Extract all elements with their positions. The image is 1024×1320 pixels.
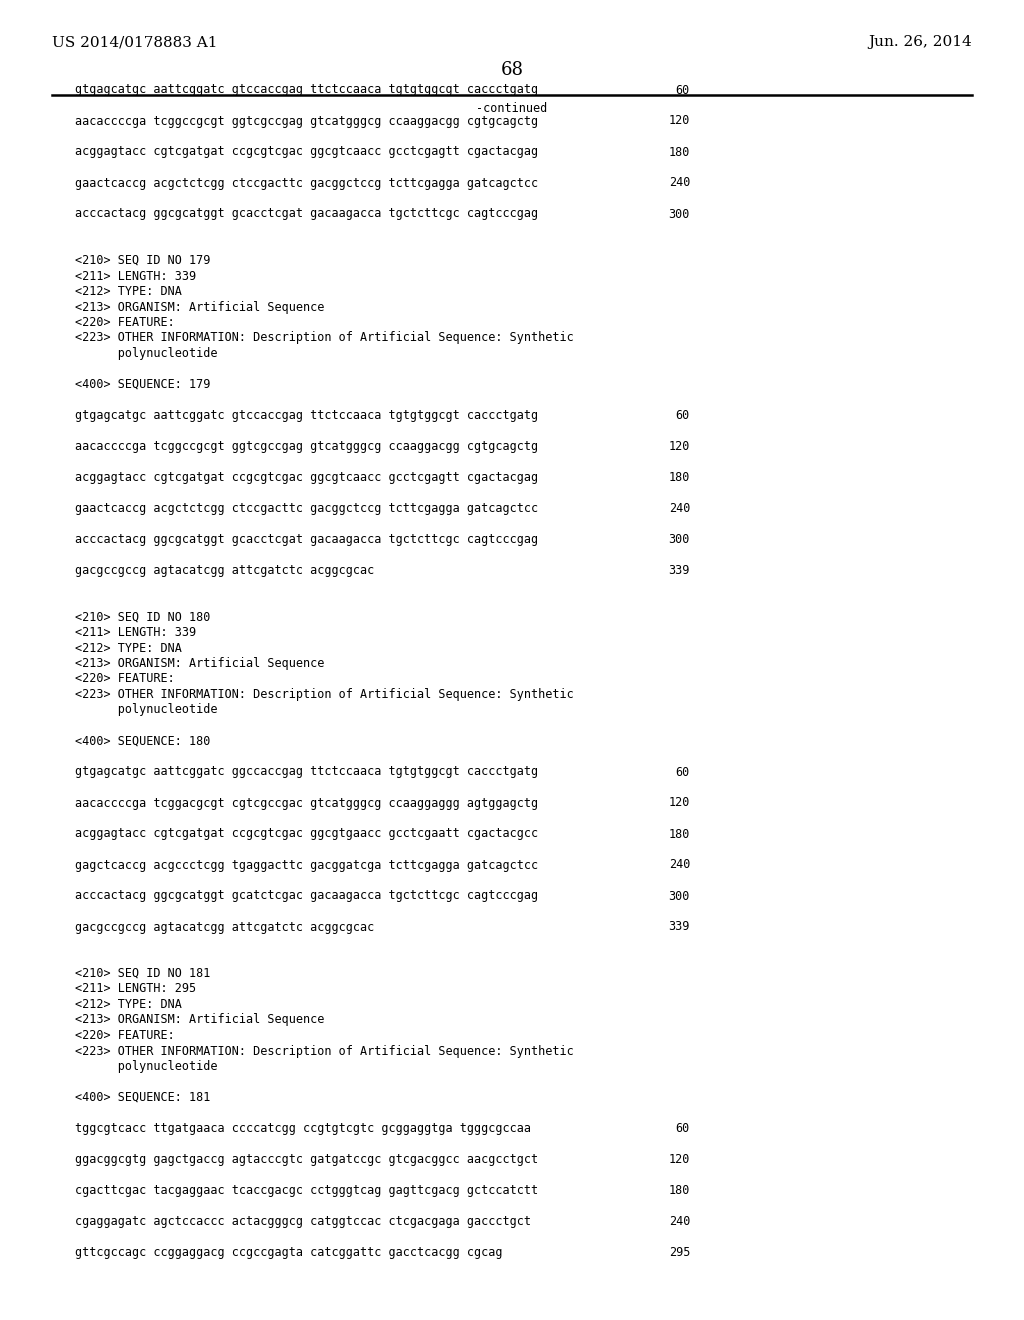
Text: <400> SEQUENCE: 180: <400> SEQUENCE: 180 [75, 734, 210, 747]
Text: gtgagcatgc aattcggatc gtccaccgag ttctccaaca tgtgtggcgt caccctgatg: gtgagcatgc aattcggatc gtccaccgag ttctcca… [75, 83, 539, 96]
Text: acccactacg ggcgcatggt gcacctcgat gacaagacca tgctcttcgc cagtcccgag: acccactacg ggcgcatggt gcacctcgat gacaaga… [75, 207, 539, 220]
Text: <223> OTHER INFORMATION: Description of Artificial Sequence: Synthetic: <223> OTHER INFORMATION: Description of … [75, 1044, 573, 1057]
Text: gacgccgccg agtacatcgg attcgatctc acggcgcac: gacgccgccg agtacatcgg attcgatctc acggcgc… [75, 564, 374, 577]
Text: <223> OTHER INFORMATION: Description of Artificial Sequence: Synthetic: <223> OTHER INFORMATION: Description of … [75, 331, 573, 345]
Text: polynucleotide: polynucleotide [75, 704, 217, 717]
Text: <212> TYPE: DNA: <212> TYPE: DNA [75, 642, 182, 655]
Text: ggacggcgtg gagctgaccg agtacccgtc gatgatccgc gtcgacggcc aacgcctgct: ggacggcgtg gagctgaccg agtacccgtc gatgatc… [75, 1152, 539, 1166]
Text: <213> ORGANISM: Artificial Sequence: <213> ORGANISM: Artificial Sequence [75, 657, 325, 671]
Text: 300: 300 [669, 533, 690, 546]
Text: <212> TYPE: DNA: <212> TYPE: DNA [75, 285, 182, 298]
Text: 300: 300 [669, 207, 690, 220]
Text: aacaccccga tcggccgcgt ggtcgccgag gtcatgggcg ccaaggacgg cgtgcagctg: aacaccccga tcggccgcgt ggtcgccgag gtcatgg… [75, 115, 539, 128]
Text: acggagtacc cgtcgatgat ccgcgtcgac ggcgtgaacc gcctcgaatt cgactacgcc: acggagtacc cgtcgatgat ccgcgtcgac ggcgtga… [75, 828, 539, 841]
Text: acggagtacc cgtcgatgat ccgcgtcgac ggcgtcaacc gcctcgagtt cgactacgag: acggagtacc cgtcgatgat ccgcgtcgac ggcgtca… [75, 145, 539, 158]
Text: <213> ORGANISM: Artificial Sequence: <213> ORGANISM: Artificial Sequence [75, 1014, 325, 1027]
Text: <220> FEATURE:: <220> FEATURE: [75, 1030, 175, 1041]
Text: gtgagcatgc aattcggatc ggccaccgag ttctccaaca tgtgtggcgt caccctgatg: gtgagcatgc aattcggatc ggccaccgag ttctcca… [75, 766, 539, 779]
Text: gaactcaccg acgctctcgg ctccgacttc gacggctccg tcttcgagga gatcagctcc: gaactcaccg acgctctcgg ctccgacttc gacggct… [75, 502, 539, 515]
Text: Jun. 26, 2014: Jun. 26, 2014 [868, 36, 972, 49]
Text: gttcgccagc ccggaggacg ccgccgagta catcggattc gacctcacgg cgcag: gttcgccagc ccggaggacg ccgccgagta catcgga… [75, 1246, 503, 1259]
Text: acccactacg ggcgcatggt gcatctcgac gacaagacca tgctcttcgc cagtcccgag: acccactacg ggcgcatggt gcatctcgac gacaaga… [75, 890, 539, 903]
Text: 339: 339 [669, 920, 690, 933]
Text: 120: 120 [669, 440, 690, 453]
Text: <220> FEATURE:: <220> FEATURE: [75, 315, 175, 329]
Text: 60: 60 [676, 83, 690, 96]
Text: <220> FEATURE:: <220> FEATURE: [75, 672, 175, 685]
Text: 240: 240 [669, 502, 690, 515]
Text: 180: 180 [669, 145, 690, 158]
Text: cgacttcgac tacgaggaac tcaccgacgc cctgggtcag gagttcgacg gctccatctt: cgacttcgac tacgaggaac tcaccgacgc cctgggt… [75, 1184, 539, 1197]
Text: <213> ORGANISM: Artificial Sequence: <213> ORGANISM: Artificial Sequence [75, 301, 325, 314]
Text: polynucleotide: polynucleotide [75, 1060, 217, 1073]
Text: cgaggagatc agctccaccc actacgggcg catggtccac ctcgacgaga gaccctgct: cgaggagatc agctccaccc actacgggcg catggtc… [75, 1214, 531, 1228]
Text: <210> SEQ ID NO 180: <210> SEQ ID NO 180 [75, 610, 210, 623]
Text: 240: 240 [669, 858, 690, 871]
Text: -continued: -continued [476, 102, 548, 115]
Text: 180: 180 [669, 471, 690, 484]
Text: 120: 120 [669, 1152, 690, 1166]
Text: 68: 68 [501, 61, 523, 79]
Text: polynucleotide: polynucleotide [75, 347, 217, 360]
Text: gagctcaccg acgccctcgg tgaggacttc gacggatcga tcttcgagga gatcagctcc: gagctcaccg acgccctcgg tgaggacttc gacggat… [75, 858, 539, 871]
Text: <212> TYPE: DNA: <212> TYPE: DNA [75, 998, 182, 1011]
Text: 240: 240 [669, 177, 690, 190]
Text: acccactacg ggcgcatggt gcacctcgat gacaagacca tgctcttcgc cagtcccgag: acccactacg ggcgcatggt gcacctcgat gacaaga… [75, 533, 539, 546]
Text: acggagtacc cgtcgatgat ccgcgtcgac ggcgtcaacc gcctcgagtt cgactacgag: acggagtacc cgtcgatgat ccgcgtcgac ggcgtca… [75, 471, 539, 484]
Text: 60: 60 [676, 409, 690, 422]
Text: <210> SEQ ID NO 179: <210> SEQ ID NO 179 [75, 253, 210, 267]
Text: tggcgtcacc ttgatgaaca ccccatcgg ccgtgtcgtc gcggaggtga tgggcgccaa: tggcgtcacc ttgatgaaca ccccatcgg ccgtgtcg… [75, 1122, 531, 1135]
Text: <211> LENGTH: 339: <211> LENGTH: 339 [75, 269, 197, 282]
Text: aacaccccga tcggccgcgt ggtcgccgag gtcatgggcg ccaaggacgg cgtgcagctg: aacaccccga tcggccgcgt ggtcgccgag gtcatgg… [75, 440, 539, 453]
Text: 60: 60 [676, 1122, 690, 1135]
Text: 300: 300 [669, 890, 690, 903]
Text: <211> LENGTH: 339: <211> LENGTH: 339 [75, 626, 197, 639]
Text: <223> OTHER INFORMATION: Description of Artificial Sequence: Synthetic: <223> OTHER INFORMATION: Description of … [75, 688, 573, 701]
Text: 120: 120 [669, 796, 690, 809]
Text: gaactcaccg acgctctcgg ctccgacttc gacggctccg tcttcgagga gatcagctcc: gaactcaccg acgctctcgg ctccgacttc gacggct… [75, 177, 539, 190]
Text: <210> SEQ ID NO 181: <210> SEQ ID NO 181 [75, 968, 210, 979]
Text: 339: 339 [669, 564, 690, 577]
Text: 60: 60 [676, 766, 690, 779]
Text: 120: 120 [669, 115, 690, 128]
Text: 180: 180 [669, 1184, 690, 1197]
Text: <400> SEQUENCE: 179: <400> SEQUENCE: 179 [75, 378, 210, 391]
Text: <400> SEQUENCE: 181: <400> SEQUENCE: 181 [75, 1092, 210, 1104]
Text: gacgccgccg agtacatcgg attcgatctc acggcgcac: gacgccgccg agtacatcgg attcgatctc acggcgc… [75, 920, 374, 933]
Text: 295: 295 [669, 1246, 690, 1259]
Text: gtgagcatgc aattcggatc gtccaccgag ttctccaaca tgtgtggcgt caccctgatg: gtgagcatgc aattcggatc gtccaccgag ttctcca… [75, 409, 539, 422]
Text: <211> LENGTH: 295: <211> LENGTH: 295 [75, 982, 197, 995]
Text: 180: 180 [669, 828, 690, 841]
Text: 240: 240 [669, 1214, 690, 1228]
Text: US 2014/0178883 A1: US 2014/0178883 A1 [52, 36, 217, 49]
Text: aacaccccga tcggacgcgt cgtcgccgac gtcatgggcg ccaaggaggg agtggagctg: aacaccccga tcggacgcgt cgtcgccgac gtcatgg… [75, 796, 539, 809]
